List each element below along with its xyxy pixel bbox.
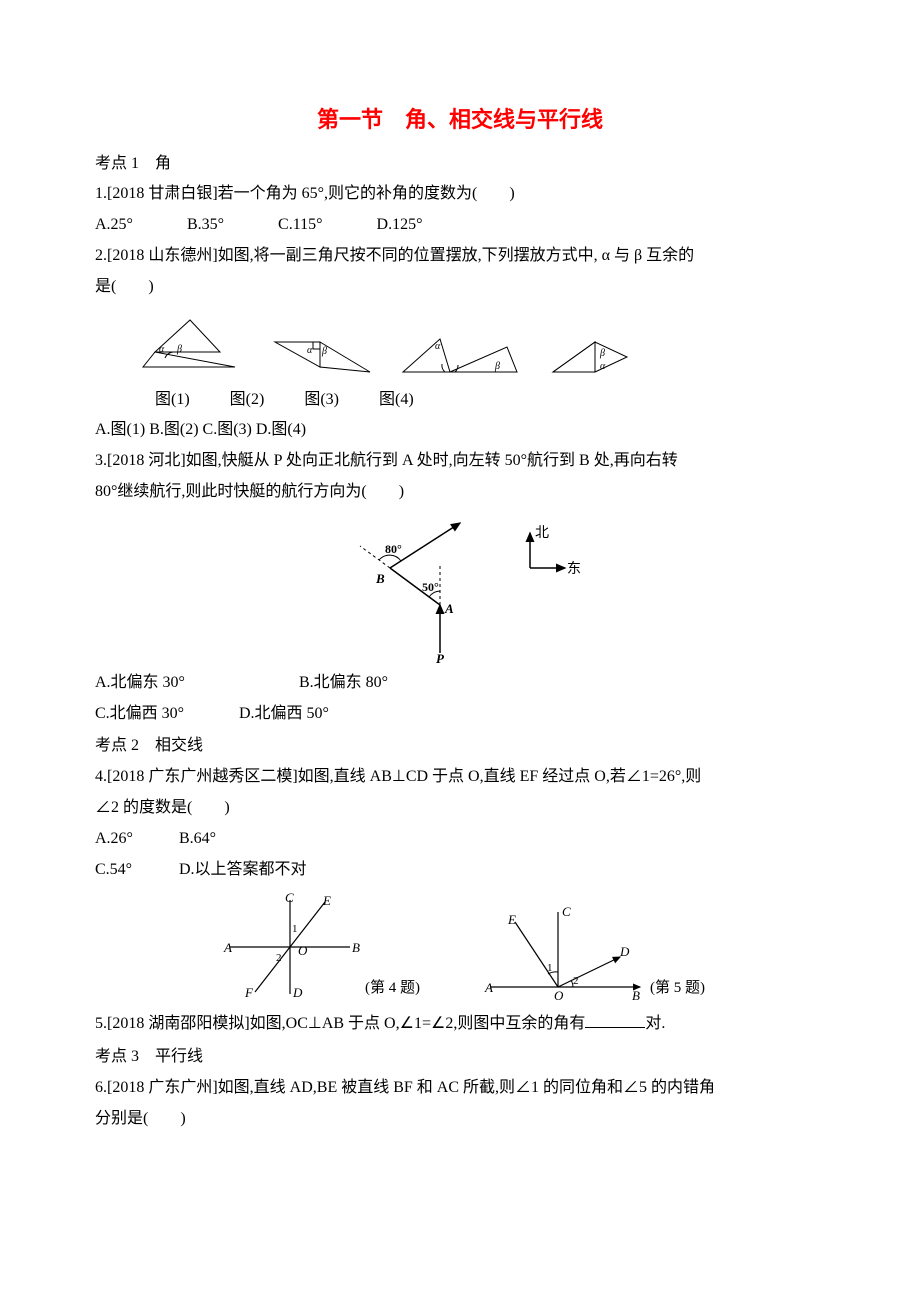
svg-text:α: α xyxy=(307,345,313,356)
svg-text:1: 1 xyxy=(292,923,298,935)
svg-text:B: B xyxy=(375,571,385,586)
q4-options-row2: C.54° D.以上答案都不对 xyxy=(95,856,825,885)
question-1: 1.[2018 甘肃白银]若一个角为 65°,则它的补角的度数为( ) xyxy=(95,180,825,209)
svg-text:β: β xyxy=(321,346,327,357)
q2-fig1-label: 图(1) xyxy=(155,386,190,415)
kaodian-2: 考点 2 相交线 xyxy=(95,732,825,761)
svg-text:80°: 80° xyxy=(385,542,402,556)
svg-text:B: B xyxy=(632,988,640,1002)
q2-fig1: α β xyxy=(135,312,245,382)
q2-fig4-label: 图(4) xyxy=(379,386,414,415)
q4-opt-b: B.64° xyxy=(179,830,216,847)
q2-fig2: α β xyxy=(265,312,375,382)
q2-fig4: β α xyxy=(545,327,635,382)
svg-text:P: P xyxy=(436,651,445,663)
svg-text:F: F xyxy=(244,985,254,1000)
svg-text:2: 2 xyxy=(573,975,579,987)
svg-text:东: 东 xyxy=(567,561,581,577)
svg-text:D: D xyxy=(619,944,630,959)
q1-opt-c: C.115° xyxy=(278,216,322,233)
svg-text:E: E xyxy=(507,912,516,927)
svg-text:α: α xyxy=(600,361,606,372)
q5-caption: (第 5 题) xyxy=(650,975,705,1002)
q1-opt-d: D.125° xyxy=(377,216,423,233)
svg-text:E: E xyxy=(322,893,331,908)
q4-options-row1: A.26° B.64° xyxy=(95,825,825,854)
q2-fig3-label: 图(3) xyxy=(304,386,339,415)
q2-fig-labels: 图(1) 图(2) 图(3) 图(4) xyxy=(155,386,825,415)
kaodian-3: 考点 3 平行线 xyxy=(95,1043,825,1072)
kaodian-1: 考点 1 角 xyxy=(95,150,825,179)
svg-text:A: A xyxy=(484,980,493,995)
q1-options: A.25° B.35° C.115° D.125° xyxy=(95,211,825,240)
q4-figure: A B C D E F O 1 2 xyxy=(215,892,365,1002)
svg-text:B: B xyxy=(352,940,360,955)
q2-fig3: α β xyxy=(395,327,525,382)
q3-opt-a: A.北偏东 30° xyxy=(95,669,295,698)
svg-text:O: O xyxy=(298,943,308,958)
section-title: 第一节 角、相交线与平行线 xyxy=(95,100,825,140)
svg-text:1: 1 xyxy=(547,962,553,974)
svg-text:O: O xyxy=(554,988,564,1002)
q4-opt-c: C.54° xyxy=(95,856,175,885)
svg-text:β: β xyxy=(176,344,182,355)
q5-text: 5.[2018 湖南邵阳模拟]如图,OC⊥AB 于点 O,∠1=∠2,则图中互余… xyxy=(95,1015,585,1032)
q3-options-row2: C.北偏西 30° D.北偏西 50° xyxy=(95,700,825,729)
q5-tail: 对. xyxy=(645,1015,665,1032)
q2-figures: α β α β α β β α xyxy=(135,312,825,382)
q4-opt-d: D.以上答案都不对 xyxy=(179,861,307,878)
q5-blank xyxy=(585,1012,645,1028)
svg-text:北: 北 xyxy=(535,525,549,541)
svg-text:A: A xyxy=(444,601,454,616)
q4-q5-figures: A B C D E F O 1 2 (第 4 题) xyxy=(95,892,825,1002)
question-4-line2: ∠2 的度数是( ) xyxy=(95,794,825,823)
question-5: 5.[2018 湖南邵阳模拟]如图,OC⊥AB 于点 O,∠1=∠2,则图中互余… xyxy=(95,1010,825,1039)
question-6-line1: 6.[2018 广东广州]如图,直线 AD,BE 被直线 BF 和 AC 所截,… xyxy=(95,1074,825,1103)
question-2-line2: 是( ) xyxy=(95,273,825,302)
question-6-line2: 分别是( ) xyxy=(95,1105,825,1134)
q3-opt-d: D.北偏西 50° xyxy=(239,705,329,722)
q3-figure-wrap: A B P 50° 80° 北 东 xyxy=(95,513,825,663)
q3-options-row1: A.北偏东 30° B.北偏东 80° xyxy=(95,669,825,698)
svg-text:2: 2 xyxy=(276,952,282,964)
svg-text:C: C xyxy=(285,892,294,905)
question-3-line2: 80°继续航行,则此时快艇的航行方向为( ) xyxy=(95,478,825,507)
svg-text:D: D xyxy=(292,985,303,1000)
q3-figure: A B P 50° 80° 北 东 xyxy=(330,513,590,663)
svg-text:C: C xyxy=(562,904,571,919)
svg-text:A: A xyxy=(223,940,232,955)
svg-text:50°: 50° xyxy=(422,580,439,594)
q2-options: A.图(1) B.图(2) C.图(3) D.图(4) xyxy=(95,416,825,445)
question-3-line1: 3.[2018 河北]如图,快艇从 P 处向正北航行到 A 处时,向左转 50°… xyxy=(95,447,825,476)
svg-text:β: β xyxy=(599,348,605,359)
question-2-line1: 2.[2018 山东德州]如图,将一副三角尺按不同的位置摆放,下列摆放方式中, … xyxy=(95,242,825,271)
q2-fig2-label: 图(2) xyxy=(230,386,265,415)
q3-opt-c: C.北偏西 30° xyxy=(95,700,235,729)
q5-figure: A B C D E O 1 2 xyxy=(480,902,650,1002)
q1-opt-b: B.35° xyxy=(187,216,224,233)
q4-caption: (第 4 题) xyxy=(365,975,420,1002)
q3-opt-b: B.北偏东 80° xyxy=(299,674,388,691)
question-4-line1: 4.[2018 广东广州越秀区二模]如图,直线 AB⊥CD 于点 O,直线 EF… xyxy=(95,763,825,792)
svg-text:α: α xyxy=(435,341,441,352)
svg-text:β: β xyxy=(494,361,500,372)
q1-opt-a: A.25° xyxy=(95,216,133,233)
svg-text:α: α xyxy=(159,344,165,355)
q4-opt-a: A.26° xyxy=(95,825,175,854)
